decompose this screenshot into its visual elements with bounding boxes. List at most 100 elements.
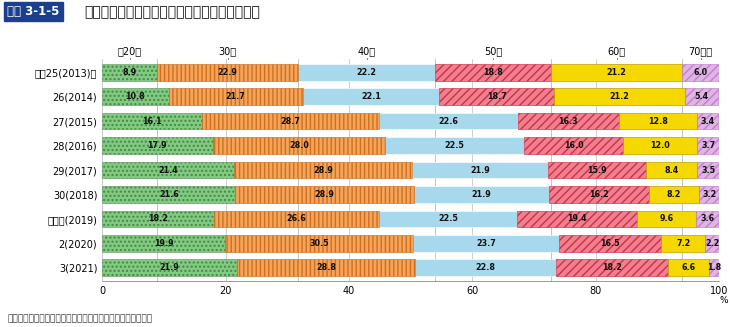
Text: 10.8: 10.8 bbox=[126, 92, 145, 101]
Bar bbox=[169, 88, 303, 105]
Bar bbox=[685, 88, 718, 105]
Text: 16.0: 16.0 bbox=[564, 141, 583, 150]
Bar bbox=[102, 259, 237, 276]
Bar bbox=[415, 259, 556, 276]
Text: 9.6: 9.6 bbox=[660, 215, 674, 223]
Bar bbox=[201, 113, 379, 129]
Text: 28.9: 28.9 bbox=[315, 190, 334, 199]
Bar bbox=[637, 211, 696, 227]
Text: 21.9: 21.9 bbox=[472, 190, 491, 199]
Text: 8.9: 8.9 bbox=[123, 68, 137, 77]
Text: 16.1: 16.1 bbox=[142, 117, 161, 126]
Bar bbox=[696, 211, 718, 227]
Bar bbox=[709, 259, 720, 276]
Bar bbox=[236, 186, 414, 203]
Bar bbox=[102, 186, 236, 203]
Bar bbox=[379, 211, 518, 227]
Bar bbox=[637, 211, 696, 227]
Bar bbox=[299, 64, 435, 81]
Text: 3.7: 3.7 bbox=[702, 141, 715, 150]
Bar bbox=[554, 88, 685, 105]
Text: 15.9: 15.9 bbox=[587, 165, 607, 175]
Bar bbox=[518, 113, 618, 129]
Bar bbox=[102, 259, 237, 276]
Bar bbox=[102, 113, 201, 129]
Bar bbox=[649, 186, 699, 203]
Bar bbox=[102, 64, 157, 81]
Bar bbox=[237, 259, 415, 276]
Text: 年代別のふるさと回帰支援センター利用者割合: 年代別のふるさと回帰支援センター利用者割合 bbox=[84, 5, 260, 19]
Bar bbox=[697, 162, 719, 178]
Bar bbox=[102, 162, 234, 178]
Bar bbox=[518, 113, 618, 129]
Text: 19.4: 19.4 bbox=[567, 215, 587, 223]
Text: 3.5: 3.5 bbox=[702, 165, 715, 175]
Text: 21.4: 21.4 bbox=[158, 165, 178, 175]
Text: 7.2: 7.2 bbox=[676, 239, 691, 248]
Bar bbox=[661, 235, 705, 252]
Bar bbox=[548, 162, 645, 178]
Bar bbox=[215, 211, 379, 227]
Bar bbox=[697, 113, 718, 129]
Bar bbox=[618, 113, 697, 129]
Text: 12.8: 12.8 bbox=[648, 117, 668, 126]
Text: 1.8: 1.8 bbox=[707, 263, 721, 272]
Bar bbox=[234, 162, 412, 178]
Text: 40代: 40代 bbox=[358, 46, 376, 57]
Text: 70代～: 70代～ bbox=[688, 46, 712, 57]
Bar bbox=[102, 113, 201, 129]
Bar bbox=[623, 137, 697, 154]
Text: 28.7: 28.7 bbox=[280, 117, 300, 126]
Bar bbox=[102, 88, 169, 105]
Bar bbox=[102, 88, 169, 105]
Text: 16.3: 16.3 bbox=[558, 117, 578, 126]
Bar bbox=[682, 64, 719, 81]
Text: 22.6: 22.6 bbox=[438, 117, 458, 126]
Text: 22.8: 22.8 bbox=[475, 263, 495, 272]
Bar bbox=[435, 64, 551, 81]
Text: 8.2: 8.2 bbox=[666, 190, 681, 199]
Bar bbox=[697, 137, 720, 154]
Bar bbox=[439, 88, 554, 105]
Text: 22.5: 22.5 bbox=[438, 215, 458, 223]
Text: %: % bbox=[719, 296, 728, 305]
Text: 18.7: 18.7 bbox=[487, 92, 507, 101]
Bar bbox=[685, 88, 718, 105]
Bar bbox=[225, 235, 413, 252]
Bar bbox=[385, 137, 524, 154]
Bar bbox=[559, 235, 661, 252]
Text: 22.5: 22.5 bbox=[445, 141, 465, 150]
Bar bbox=[379, 113, 518, 129]
Text: 60代: 60代 bbox=[607, 46, 626, 57]
Bar bbox=[699, 186, 719, 203]
Bar bbox=[518, 211, 637, 227]
Text: 23.7: 23.7 bbox=[476, 239, 496, 248]
Text: 21.9: 21.9 bbox=[470, 165, 490, 175]
Text: 16.2: 16.2 bbox=[589, 190, 609, 199]
Bar bbox=[102, 137, 212, 154]
Bar bbox=[102, 211, 215, 227]
Bar bbox=[699, 186, 719, 203]
Bar bbox=[705, 235, 719, 252]
Text: 19.9: 19.9 bbox=[154, 239, 174, 248]
Bar bbox=[649, 186, 699, 203]
Text: 21.9: 21.9 bbox=[160, 263, 180, 272]
Bar bbox=[157, 64, 299, 81]
Bar bbox=[548, 162, 645, 178]
Bar bbox=[697, 137, 720, 154]
Bar bbox=[102, 211, 215, 227]
Bar bbox=[549, 186, 649, 203]
Text: 28.9: 28.9 bbox=[313, 165, 334, 175]
Text: 21.2: 21.2 bbox=[607, 68, 626, 77]
Text: 5.4: 5.4 bbox=[695, 92, 709, 101]
Text: 18.2: 18.2 bbox=[602, 263, 622, 272]
Bar bbox=[524, 137, 623, 154]
Bar bbox=[212, 137, 385, 154]
Text: 28.8: 28.8 bbox=[316, 263, 336, 272]
Bar bbox=[645, 162, 697, 178]
Bar bbox=[102, 64, 157, 81]
Text: 18.2: 18.2 bbox=[148, 215, 169, 223]
Text: 8.4: 8.4 bbox=[664, 165, 679, 175]
Bar bbox=[709, 259, 720, 276]
Bar bbox=[412, 162, 548, 178]
